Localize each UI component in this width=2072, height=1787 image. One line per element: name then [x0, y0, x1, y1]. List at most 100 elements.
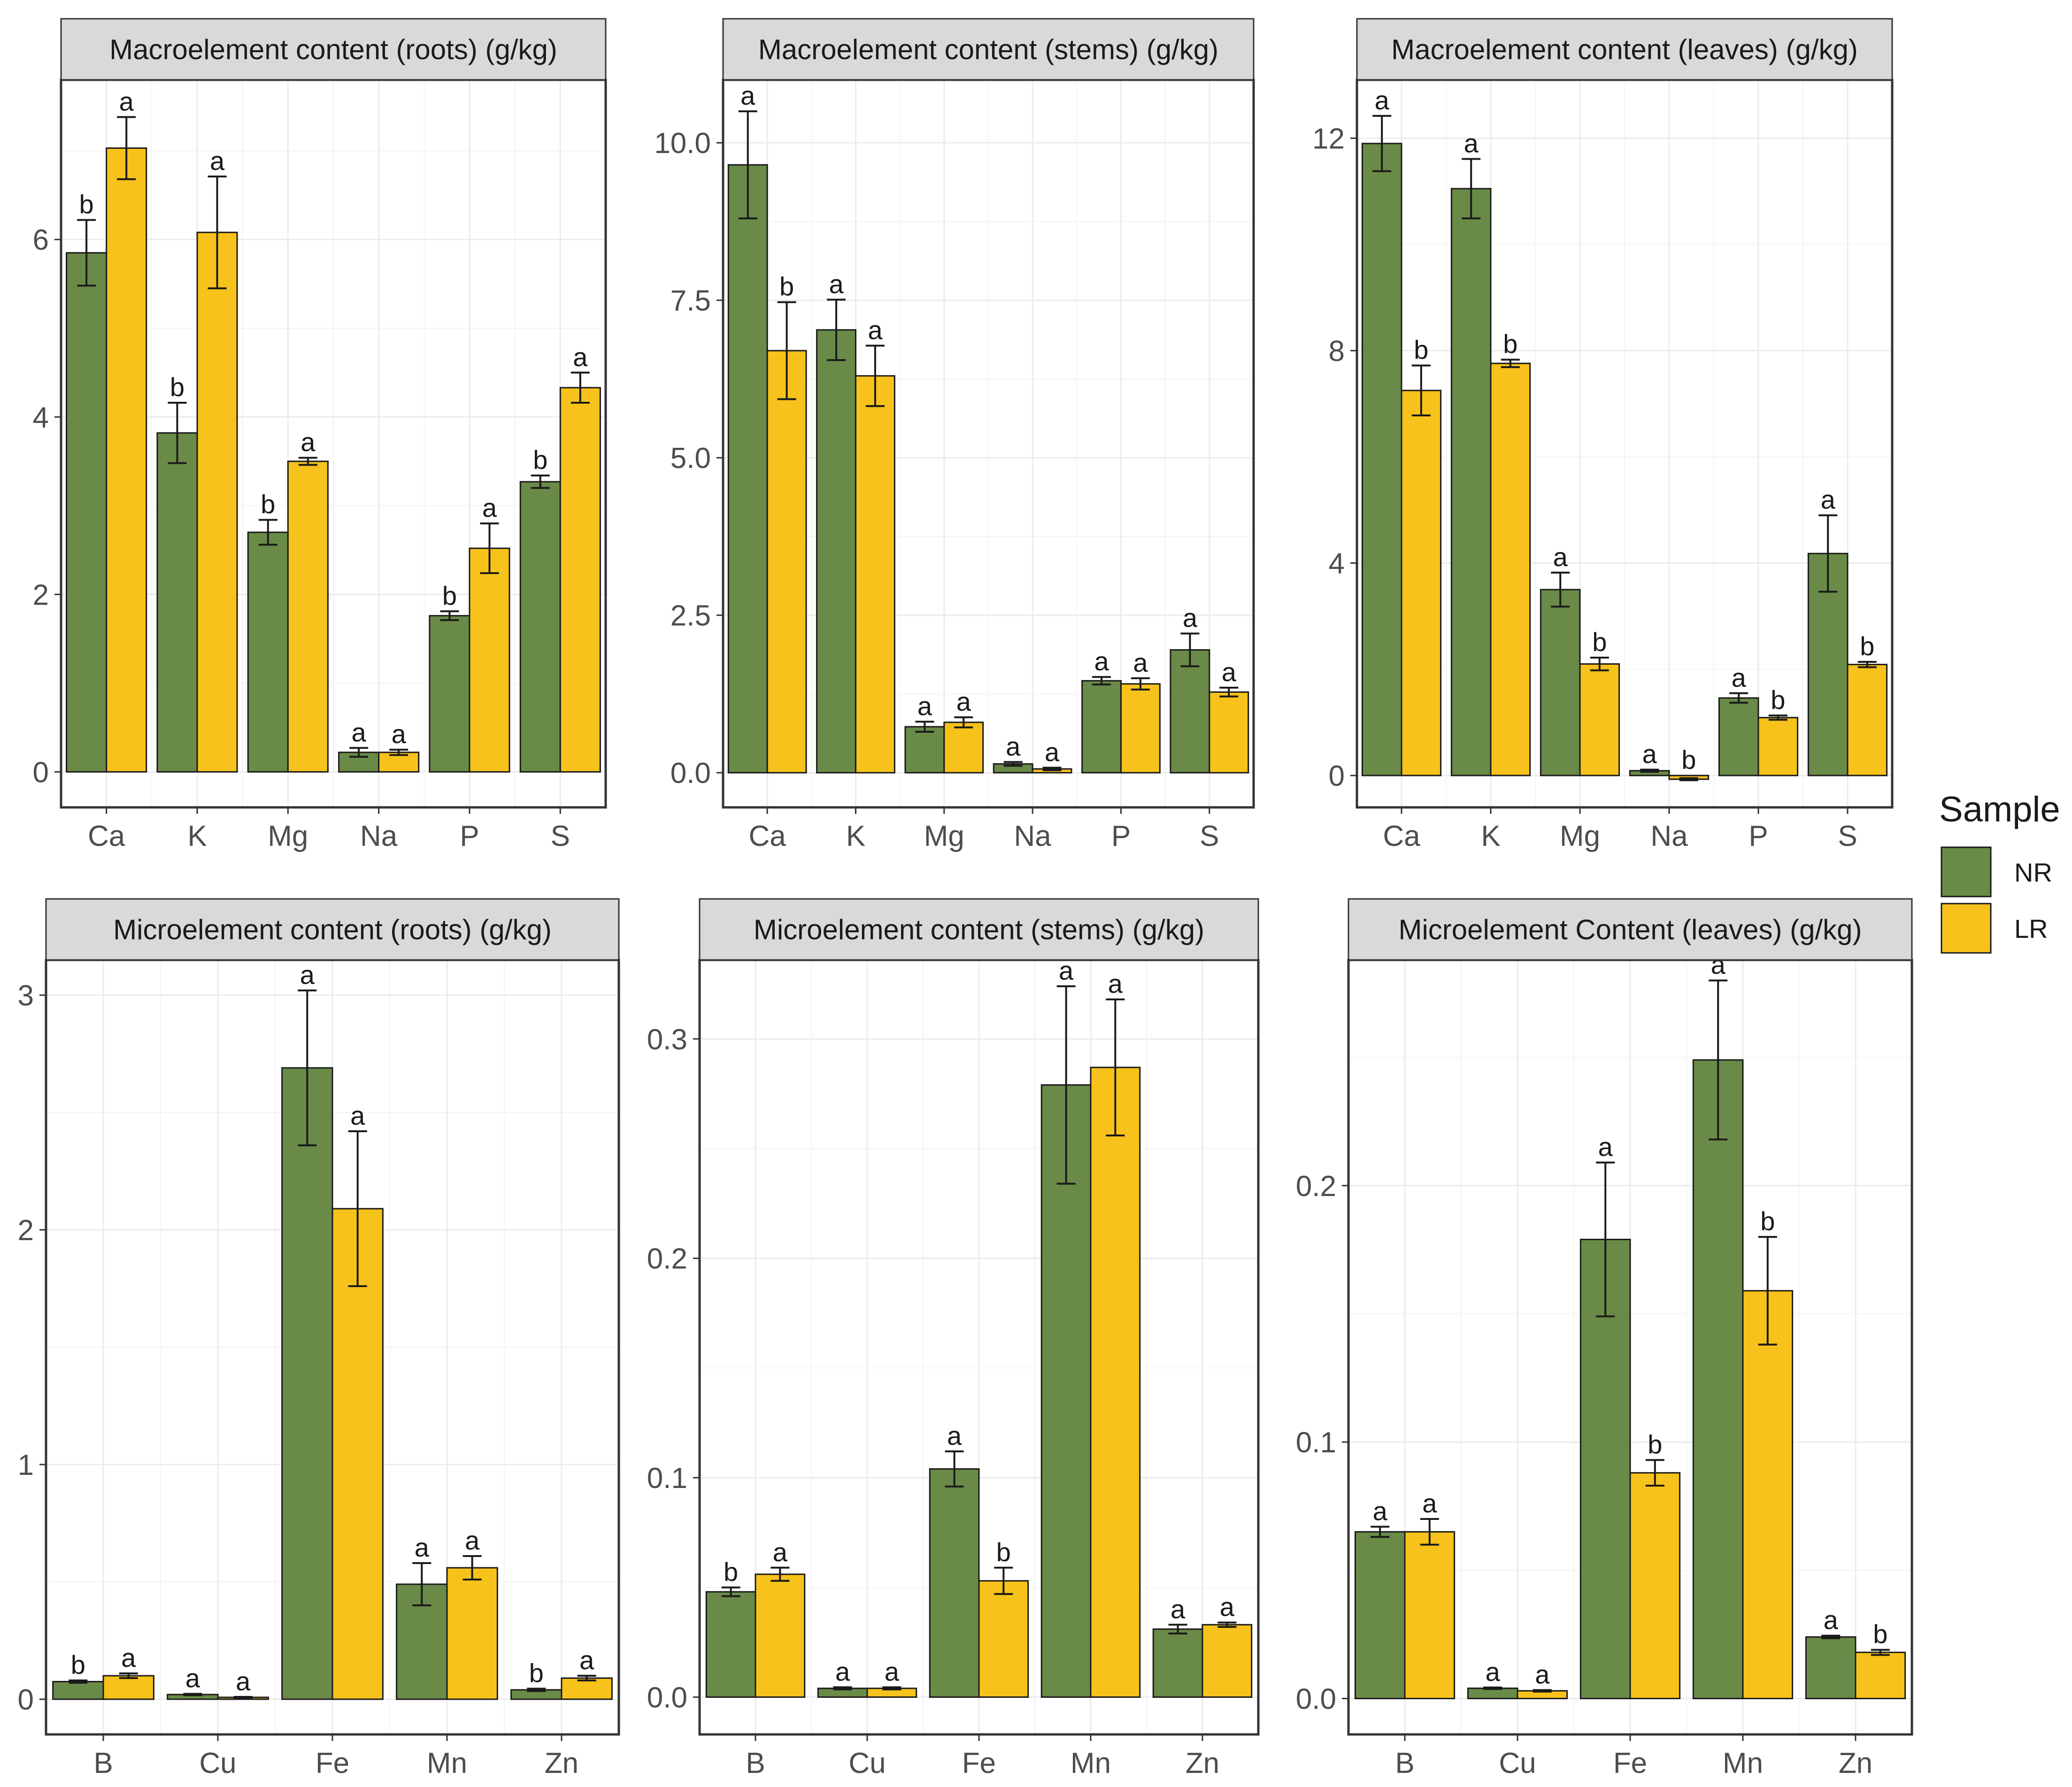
- bar-nr-zn: [1805, 1636, 1856, 1700]
- x-tick-label: B: [93, 1747, 113, 1779]
- facet-strip: [60, 18, 607, 81]
- significance-label: a: [1642, 739, 1657, 769]
- significance-label: b: [1414, 335, 1428, 365]
- bar-nr-fe: [281, 1067, 333, 1700]
- significance-label: a: [1094, 646, 1109, 676]
- bar-lr-b: [102, 1675, 154, 1700]
- bar-lr-p: [469, 547, 510, 773]
- y-tick-label: 5.0: [670, 442, 711, 475]
- facet-strip: [45, 898, 620, 961]
- bar-lr-mg: [1579, 663, 1620, 776]
- significance-label: b: [779, 272, 794, 301]
- panel-4: b a a a b a a a a a 0 1 2 3 B Cu Fe Mn Zn Microelement cont…: [18, 898, 620, 1779]
- significance-label: b: [79, 190, 94, 219]
- significance-label: a: [185, 1664, 200, 1693]
- significance-label: b: [1771, 685, 1785, 714]
- bar-lr-k: [1490, 362, 1531, 776]
- x-tick-label: Cu: [199, 1747, 236, 1779]
- y-tick-label: 10.0: [654, 127, 711, 160]
- bar-nr-k: [1450, 188, 1492, 776]
- significance-label: a: [119, 86, 134, 116]
- bar-lr-p: [1757, 717, 1799, 776]
- x-tick-label: Na: [360, 820, 398, 852]
- significance-label: a: [829, 269, 844, 299]
- significance-label: a: [1133, 648, 1148, 677]
- legend-title: Sample: [1939, 790, 2060, 829]
- y-tick-label: 4: [1329, 548, 1345, 580]
- bar-nr-mg: [1540, 589, 1581, 776]
- y-tick-label: 0.1: [1296, 1427, 1336, 1459]
- significance-label: b: [442, 581, 457, 610]
- bar-lr-b: [755, 1573, 806, 1698]
- bar-lr-mn: [1090, 1066, 1141, 1698]
- significance-label: a: [956, 687, 971, 716]
- significance-label: a: [1824, 1605, 1839, 1635]
- x-tick-label: Mn: [427, 1747, 467, 1779]
- x-tick-label: K: [846, 820, 865, 852]
- significance-label: b: [1873, 1619, 1887, 1649]
- significance-label: a: [300, 427, 316, 457]
- bar-nr-ca: [727, 164, 768, 774]
- bar-nr-b: [705, 1591, 756, 1698]
- legend-swatch-nr: [1941, 846, 1992, 897]
- significance-label: a: [835, 1657, 850, 1687]
- significance-label: a: [482, 493, 497, 522]
- bar-nr-k: [156, 432, 198, 773]
- facet-strip: [1348, 898, 1913, 961]
- x-tick-label: Ca: [1383, 820, 1420, 852]
- x-tick-label: K: [1481, 820, 1500, 852]
- bar-nr-s: [1170, 649, 1210, 774]
- bar-nr-p: [1718, 697, 1759, 776]
- significance-label: b: [1760, 1206, 1775, 1236]
- bar-nr-ca: [1361, 143, 1402, 776]
- x-tick-label: Fe: [1613, 1747, 1647, 1779]
- facet-strip: [1356, 18, 1893, 81]
- bar-nr-k: [816, 329, 856, 774]
- significance-label: a: [392, 719, 407, 749]
- significance-label: a: [1553, 542, 1568, 572]
- bar-nr-mg: [904, 726, 945, 774]
- significance-label: a: [1486, 1657, 1501, 1687]
- significance-label: a: [465, 1526, 480, 1555]
- bar-lr-zn: [561, 1677, 613, 1700]
- significance-label: b: [1503, 329, 1517, 359]
- significance-label: a: [773, 1537, 788, 1567]
- y-tick-label: 0.0: [1296, 1683, 1336, 1716]
- legend-label-nr: NR: [2014, 858, 2052, 887]
- x-tick-label: Mg: [924, 820, 964, 852]
- bar-nr-s: [519, 481, 561, 773]
- y-tick-label: 0.2: [647, 1243, 687, 1275]
- x-tick-label: Fe: [316, 1747, 349, 1779]
- bar-lr-fe: [331, 1208, 384, 1700]
- significance-label: a: [1821, 485, 1836, 514]
- y-tick-label: 2: [18, 1214, 34, 1247]
- significance-label: a: [885, 1657, 900, 1687]
- significance-label: a: [1045, 737, 1060, 767]
- x-tick-label: Mn: [1071, 1747, 1111, 1779]
- y-tick-label: 6: [33, 224, 49, 256]
- y-tick-label: 0.1: [647, 1462, 687, 1495]
- x-tick-label: S: [1838, 820, 1857, 852]
- significance-label: a: [1422, 1488, 1437, 1518]
- bar-nr-mn: [1040, 1084, 1092, 1698]
- significance-label: a: [1375, 85, 1390, 115]
- bar-nr-zn: [1152, 1628, 1203, 1698]
- x-tick-label: Fe: [962, 1747, 996, 1779]
- x-tick-label: P: [460, 820, 479, 852]
- y-tick-label: 0.3: [647, 1023, 687, 1056]
- facet-strip: [699, 898, 1259, 961]
- panel-title: Microelement content (stems) (g/kg): [754, 914, 1204, 945]
- significance-label: a: [1220, 1592, 1235, 1622]
- x-tick-label: Na: [1014, 820, 1052, 852]
- bar-lr-fe: [1629, 1472, 1681, 1700]
- y-tick-label: 3: [18, 980, 34, 1012]
- significance-label: a: [415, 1533, 430, 1562]
- bar-nr-mn: [1692, 1059, 1744, 1700]
- y-tick-label: 0.0: [647, 1682, 687, 1714]
- bar-lr-ca: [766, 350, 807, 774]
